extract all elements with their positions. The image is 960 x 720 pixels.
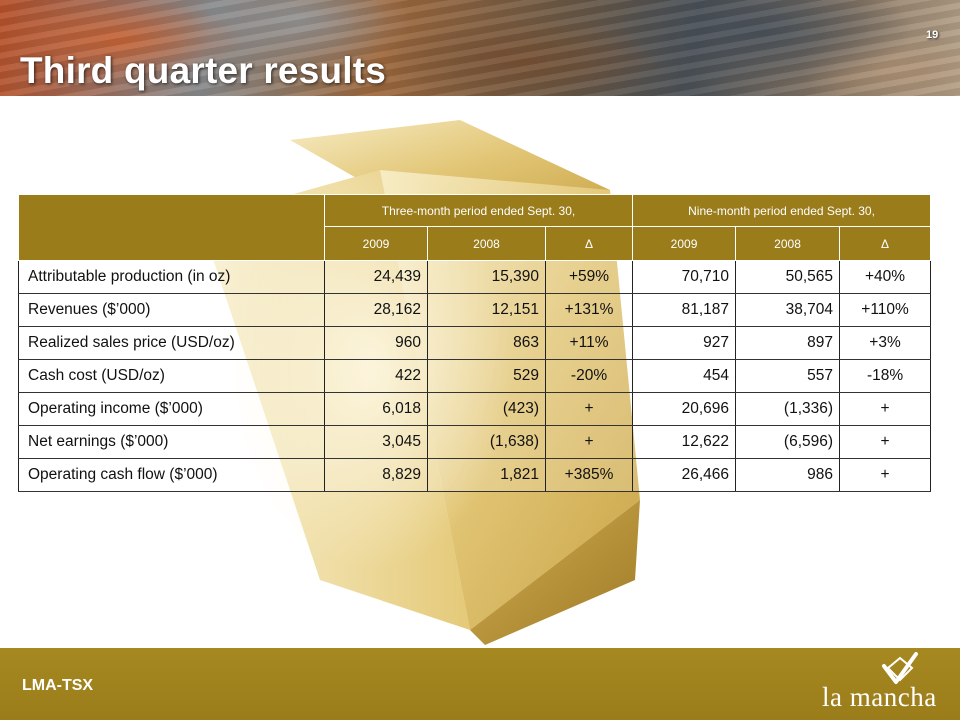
cell-q3-delta: +131%	[544, 293, 634, 327]
cell-ytd-delta: +	[839, 392, 932, 426]
row-label: Cash cost (USD/oz)	[18, 359, 325, 393]
column-header: 2008	[427, 226, 546, 261]
ticker-symbol: LMA-TSX	[22, 677, 94, 694]
cell-ytd-delta: -18%	[839, 359, 932, 393]
header-banner-texture	[0, 0, 960, 96]
table-row: Attributable production (in oz) 24,439 1…	[18, 260, 932, 294]
three-month-header: Three-month period ended Sept. 30,	[323, 194, 634, 227]
cell-ytd-2009: 70,710	[632, 260, 737, 294]
column-header: 2009	[324, 226, 428, 261]
column-header: 2009	[632, 226, 737, 261]
row-label: Attributable production (in oz)	[18, 260, 325, 294]
column-header: Δ	[839, 226, 932, 261]
table-corner-cell	[18, 194, 325, 261]
cell-ytd-2008: 986	[735, 458, 841, 492]
cell-ytd-2008: 50,565	[735, 260, 841, 294]
cell-ytd-delta: +40%	[839, 260, 932, 294]
table-year-header-row: 2009 2008 Δ 2009 2008 Δ	[19, 226, 932, 261]
cell-ytd-delta: +	[839, 458, 932, 492]
table-row: Operating cash flow ($’000) 8,829 1,821 …	[18, 458, 932, 492]
cell-ytd-delta: +3%	[839, 326, 932, 360]
cell-q3-delta: +385%	[544, 458, 634, 492]
cell-q3-delta: -20%	[544, 359, 634, 393]
cell-ytd-2009: 12,622	[632, 425, 737, 459]
cell-q3-2008: 1,821	[427, 458, 546, 492]
table-row: Cash cost (USD/oz) 422 529 -20% 454 557 …	[18, 359, 932, 393]
cell-q3-2009: 422	[324, 359, 428, 393]
table-row: Net earnings ($’000) 3,045 (1,638) + 12,…	[18, 425, 932, 459]
nine-month-header: Nine-month period ended Sept. 30,	[632, 194, 932, 227]
cell-ytd-2009: 454	[632, 359, 737, 393]
checkmark-diamond-icon	[882, 652, 918, 684]
cell-q3-2008: 529	[427, 359, 546, 393]
cell-q3-2008: 15,390	[427, 260, 546, 294]
table-row: Realized sales price (USD/oz) 960 863 +1…	[18, 326, 932, 360]
cell-ytd-delta: +110%	[839, 293, 932, 327]
cell-ytd-2008: 38,704	[735, 293, 841, 327]
cell-ytd-delta: +	[839, 425, 932, 459]
cell-ytd-2009: 26,466	[632, 458, 737, 492]
cell-q3-delta: +59%	[544, 260, 634, 294]
row-label: Operating income ($’000)	[18, 392, 325, 426]
cell-q3-delta: +	[544, 392, 634, 426]
cell-ytd-2008: 557	[735, 359, 841, 393]
cell-q3-2009: 24,439	[324, 260, 428, 294]
page-title: Third quarter results	[20, 50, 387, 91]
header-banner-image	[0, 0, 960, 96]
table-group-header-row: Three-month period ended Sept. 30, Nine-…	[18, 194, 932, 261]
cell-q3-2009: 28,162	[324, 293, 428, 327]
cell-q3-2009: 6,018	[324, 392, 428, 426]
cell-ytd-2008: (6,596)	[735, 425, 841, 459]
cell-q3-2009: 3,045	[324, 425, 428, 459]
cell-q3-2008: 12,151	[427, 293, 546, 327]
cell-q3-2009: 8,829	[324, 458, 428, 492]
row-label: Revenues ($’000)	[18, 293, 325, 327]
table-row: Operating income ($’000) 6,018 (423) + 2…	[18, 392, 932, 426]
cell-q3-delta: +11%	[544, 326, 634, 360]
page-number: 19	[926, 29, 939, 41]
cell-q3-2009: 960	[324, 326, 428, 360]
cell-ytd-2009: 927	[632, 326, 737, 360]
row-label: Net earnings ($’000)	[18, 425, 325, 459]
footer-bar	[0, 648, 960, 720]
table-row: Revenues ($’000) 28,162 12,151 +131% 81,…	[18, 293, 932, 327]
results-table: Three-month period ended Sept. 30, Nine-…	[18, 194, 932, 492]
cell-ytd-2008: 897	[735, 326, 841, 360]
cell-ytd-2009: 20,696	[632, 392, 737, 426]
cell-q3-2008: (423)	[427, 392, 546, 426]
cell-ytd-2008: (1,336)	[735, 392, 841, 426]
cell-q3-2008: 863	[427, 326, 546, 360]
column-header: Δ	[544, 226, 634, 261]
cell-q3-2008: (1,638)	[427, 425, 546, 459]
cell-q3-delta: +	[544, 425, 634, 459]
cell-ytd-2009: 81,187	[632, 293, 737, 327]
row-label: Operating cash flow ($’000)	[18, 458, 325, 492]
column-header: 2008	[735, 226, 841, 261]
row-label: Realized sales price (USD/oz)	[18, 326, 325, 360]
brand-name: la mancha	[822, 682, 937, 712]
